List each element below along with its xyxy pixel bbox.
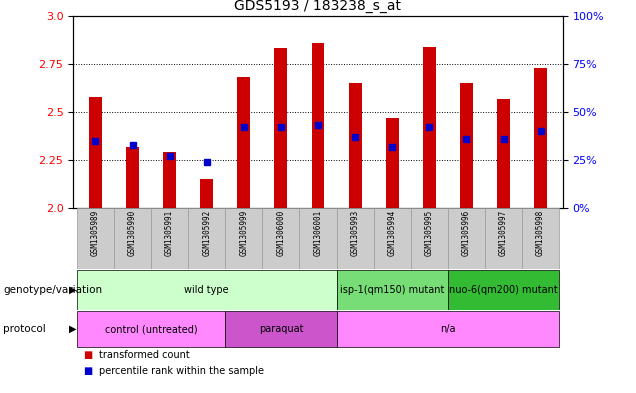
Text: GSM1305994: GSM1305994 <box>388 210 397 256</box>
Bar <box>225 311 336 347</box>
Text: wild type: wild type <box>184 285 229 295</box>
Bar <box>349 83 362 208</box>
Text: GSM1305999: GSM1305999 <box>239 210 248 256</box>
Text: nuo-6(qm200) mutant: nuo-6(qm200) mutant <box>449 285 558 295</box>
Text: GSM1305996: GSM1305996 <box>462 210 471 256</box>
Title: GDS5193 / 183238_s_at: GDS5193 / 183238_s_at <box>235 0 401 13</box>
Text: GSM1306001: GSM1306001 <box>314 210 322 256</box>
Bar <box>497 99 510 208</box>
Text: GSM1305998: GSM1305998 <box>536 210 545 256</box>
Bar <box>237 77 251 208</box>
Bar <box>151 208 188 269</box>
Bar <box>89 97 102 208</box>
Text: GSM1305997: GSM1305997 <box>499 210 508 256</box>
Text: GSM1306000: GSM1306000 <box>277 210 286 256</box>
Text: isp-1(qm150) mutant: isp-1(qm150) mutant <box>340 285 445 295</box>
Text: protocol: protocol <box>3 324 46 334</box>
Bar <box>274 48 287 208</box>
Bar <box>77 311 225 347</box>
Text: ■: ■ <box>83 366 92 376</box>
Bar <box>336 208 374 269</box>
Text: n/a: n/a <box>440 324 455 334</box>
Text: GSM1305989: GSM1305989 <box>91 210 100 256</box>
Text: genotype/variation: genotype/variation <box>3 285 102 295</box>
Bar <box>385 118 399 208</box>
Bar <box>522 208 559 269</box>
Text: control (untreated): control (untreated) <box>105 324 197 334</box>
Bar <box>126 147 139 208</box>
Bar <box>485 208 522 269</box>
Text: ■: ■ <box>83 350 92 360</box>
Bar <box>300 208 336 269</box>
Bar <box>225 208 263 269</box>
Text: GSM1305992: GSM1305992 <box>202 210 211 256</box>
Bar <box>312 43 324 208</box>
Text: transformed count: transformed count <box>99 350 190 360</box>
Text: GSM1305993: GSM1305993 <box>350 210 359 256</box>
Text: GSM1305991: GSM1305991 <box>165 210 174 256</box>
Bar <box>114 208 151 269</box>
Bar <box>336 311 559 347</box>
Bar <box>200 179 213 208</box>
Bar <box>534 68 547 208</box>
Bar <box>77 208 114 269</box>
Text: GSM1305990: GSM1305990 <box>128 210 137 256</box>
Bar <box>188 208 225 269</box>
Bar <box>460 83 473 208</box>
Bar <box>423 46 436 208</box>
Bar <box>163 152 176 208</box>
Text: ▶: ▶ <box>69 324 76 334</box>
Text: ▶: ▶ <box>69 285 76 295</box>
Text: percentile rank within the sample: percentile rank within the sample <box>99 366 263 376</box>
Text: GSM1305995: GSM1305995 <box>425 210 434 256</box>
Bar <box>448 208 485 269</box>
Bar <box>411 208 448 269</box>
Bar <box>77 270 336 310</box>
Bar <box>263 208 300 269</box>
Bar <box>336 270 448 310</box>
Text: paraquat: paraquat <box>259 324 303 334</box>
Bar <box>448 270 559 310</box>
Bar <box>374 208 411 269</box>
